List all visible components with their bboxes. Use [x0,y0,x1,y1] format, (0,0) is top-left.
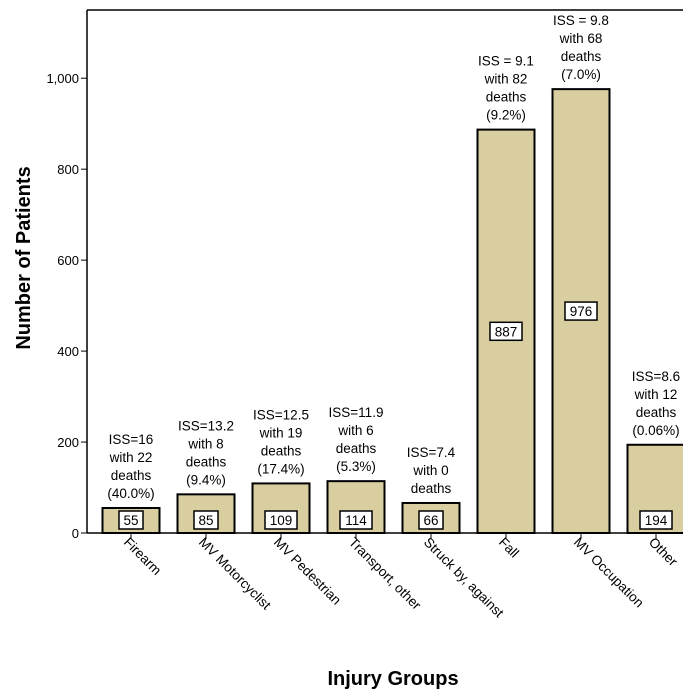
annotation-line: deaths [636,405,677,420]
data-label-text: 887 [495,324,518,339]
annotation-line: (9.2%) [486,108,526,123]
data-label-box [339,510,373,530]
data-label-box [264,510,298,530]
y-axis-title: Number of Patients [13,166,35,349]
data-label: 194 [639,510,673,530]
x-tick-label: Firearm [121,535,164,578]
annotation-line: with 6 [337,423,373,438]
data-label-text: 114 [345,513,367,528]
y-axis-ticks: 0 200 400 600 800 1,000 [46,71,87,541]
bar-annotation: ISS=8.6 with 12 deaths (0.06%) [632,369,680,438]
annotation-line: deaths [336,441,377,456]
y-tick-label: 600 [57,253,79,268]
annotation-line: ISS=7.4 [407,445,456,460]
y-tick-label: 400 [57,344,79,359]
x-tick-label: MV Occupation [571,535,647,611]
x-tick-label: Other [646,535,681,570]
x-tick-label: Transport, other [346,535,425,614]
annotation-line: with 8 [187,436,223,451]
data-labels: 55 85 109 114 66 887 976 194 [118,301,673,530]
data-label-box [489,321,523,342]
annotation-line: deaths [261,443,302,458]
data-label-text: 85 [198,513,213,528]
annotation-line: with 68 [559,31,603,46]
annotation-line: (7.0%) [561,67,601,82]
annotation-line: with 19 [259,425,303,440]
data-label: 109 [264,510,298,530]
annotation-line: ISS=16 [109,432,154,447]
annotation-line: (9.4%) [186,472,226,487]
y-tick-label: 1,000 [46,71,79,86]
annotations: ISS=16 with 22 deaths (40.0%) ISS=13.2 with 8… [107,13,680,501]
data-label-text: 194 [645,513,668,528]
bar-annotation: ISS=13.2 with 8 deaths (9.4%) [178,418,234,487]
annotation-line: deaths [561,49,602,64]
bar-annotation: ISS=7.4 with 0 deaths [407,445,456,496]
annotation-line: (0.06%) [632,423,679,438]
annotation-line: with 0 [412,463,448,478]
data-label-box [418,510,444,530]
bar-annotation: ISS = 9.1 with 82 deaths (9.2%) [478,54,534,123]
data-label-box [564,301,598,321]
data-label-text: 109 [270,513,293,528]
annotation-line: with 82 [484,72,528,87]
x-tick-label: MV Motorcyclist [196,535,274,613]
data-label-box [118,510,144,530]
annotation-line: (17.4%) [257,461,304,476]
y-tick-label: 800 [57,162,79,177]
data-label: 887 [489,321,523,342]
annotation-line: with 12 [634,387,678,402]
data-label: 85 [193,510,219,530]
data-label: 976 [564,301,598,321]
data-label: 66 [418,510,444,530]
data-label-text: 55 [123,513,138,528]
y-tick-label: 200 [57,435,79,450]
annotation-line: ISS=8.6 [632,369,680,384]
annotation-line: ISS=13.2 [178,418,234,433]
annotation-line: ISS = 9.8 [553,13,609,28]
bar-annotation: ISS=16 with 22 deaths (40.0%) [107,432,154,501]
data-label-text: 976 [570,304,593,319]
annotation-line: deaths [111,468,152,483]
annotation-line: ISS = 9.1 [478,54,534,69]
bar-annotation: ISS=12.5 with 19 deaths (17.4%) [253,407,309,476]
annotation-line: deaths [486,90,527,105]
y-tick-label: 0 [72,526,79,541]
annotation-line: deaths [186,454,227,469]
x-tick-label: Struck by, against [421,535,507,621]
x-tick-label: MV Pedestrian [271,535,344,608]
annotation-line: (5.3%) [336,459,376,474]
x-tick-label: Fall [496,535,522,561]
annotation-line: with 22 [109,450,153,465]
annotation-line: deaths [411,481,452,496]
data-label-box [193,510,219,530]
data-label: 55 [118,510,144,530]
x-axis-title: Injury Groups [327,668,458,690]
annotation-line: (40.0%) [107,486,154,501]
annotation-line: ISS=12.5 [253,407,309,422]
data-label-text: 66 [423,513,438,528]
annotation-line: ISS=11.9 [329,405,384,420]
bar-annotation: ISS=11.9 with 6 deaths (5.3%) [329,405,384,474]
data-label-box [639,510,673,530]
data-label: 114 [339,510,373,530]
bar-annotation: ISS = 9.8 with 68 deaths (7.0%) [553,13,609,82]
